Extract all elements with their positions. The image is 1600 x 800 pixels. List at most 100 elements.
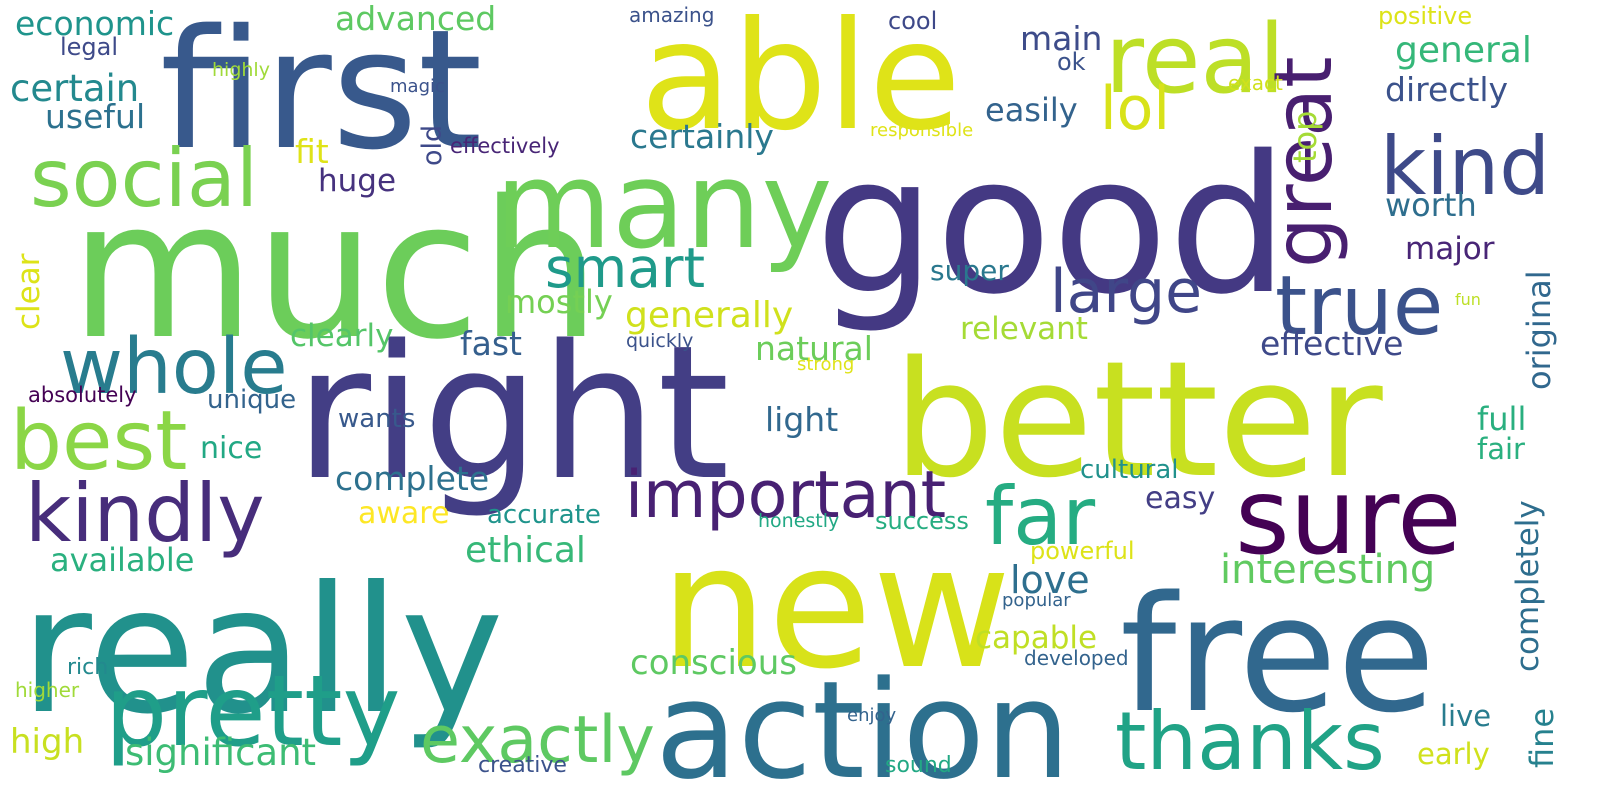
- word-important: important: [625, 457, 947, 533]
- word-natural: natural: [755, 328, 873, 368]
- word-clearly: clearly: [290, 318, 394, 355]
- word-far: far: [985, 470, 1096, 564]
- word-enjoy: enjoy: [847, 705, 897, 727]
- word-highly: highly: [212, 58, 270, 81]
- word-easy: easy: [1145, 481, 1216, 517]
- word-able: able: [640, 0, 962, 164]
- word-old: old: [417, 124, 449, 166]
- word-clear: clear: [11, 253, 48, 330]
- word-relevant: relevant: [960, 311, 1088, 348]
- word-major: major: [1405, 231, 1495, 268]
- word-fast: fast: [460, 323, 522, 363]
- word-nice: nice: [200, 431, 263, 467]
- word-kindly: kindly: [25, 467, 265, 561]
- word-absolutely: absolutely: [28, 383, 137, 408]
- word-generally: generally: [625, 294, 794, 336]
- word-huge: huge: [318, 163, 397, 200]
- word-strong: strong: [797, 354, 855, 376]
- word-complete: complete: [335, 458, 490, 498]
- word-interesting: interesting: [1220, 546, 1436, 593]
- word-powerful: powerful: [1030, 536, 1135, 565]
- word-fine: fine: [1522, 707, 1561, 768]
- word-original: original: [1519, 270, 1558, 390]
- word-popular: popular: [1002, 590, 1071, 612]
- word-effectively: effectively: [450, 134, 560, 159]
- word-honestly: honestly: [758, 509, 840, 532]
- word-true: true: [1275, 258, 1444, 354]
- word-success: success: [875, 506, 969, 535]
- word-general: general: [1395, 29, 1532, 71]
- word-fun: fun: [1455, 289, 1481, 309]
- word-directly: directly: [1385, 69, 1509, 109]
- word-effective: effective: [1260, 323, 1404, 363]
- word-fair: fair: [1477, 431, 1525, 466]
- word-new: new: [660, 508, 1012, 707]
- word-fit: fit: [295, 131, 329, 171]
- word-certain: certain: [10, 66, 140, 110]
- word-whole: whole: [60, 323, 288, 413]
- word-high: high: [10, 722, 85, 763]
- word-cool: cool: [888, 6, 938, 35]
- word-early: early: [1417, 736, 1490, 771]
- word-economic: economic: [15, 3, 175, 43]
- word-pretty: pretty: [105, 654, 401, 769]
- word-love: love: [1010, 558, 1090, 603]
- word-free: free: [1120, 561, 1436, 749]
- word-capable: capable: [975, 620, 1098, 657]
- word-thanks: thanks: [1115, 695, 1385, 789]
- word-main: main: [1020, 18, 1103, 58]
- word-action: action: [655, 652, 1071, 800]
- word-useful: useful: [45, 96, 146, 136]
- word-top: top: [1285, 110, 1324, 163]
- word-creative: creative: [478, 753, 567, 779]
- word-worth: worth: [1385, 185, 1477, 224]
- word-quickly: quickly: [626, 329, 694, 352]
- word-sound: sound: [885, 753, 952, 779]
- word-aware: aware: [358, 496, 450, 532]
- word-magic: magic: [390, 76, 445, 98]
- word-positive: positive: [1378, 1, 1473, 30]
- word-light: light: [765, 399, 839, 439]
- word-smart: smart: [545, 236, 706, 301]
- word-available: available: [50, 540, 195, 579]
- word-full: full: [1477, 399, 1527, 438]
- word-exactly: exactly: [420, 702, 655, 778]
- word-super: super: [930, 253, 1009, 287]
- word-ok: ok: [1057, 47, 1086, 76]
- word-kind: kind: [1380, 120, 1551, 214]
- word-certainly: certainly: [630, 116, 774, 156]
- word-easily: easily: [985, 90, 1078, 129]
- word-cultural: cultural: [1080, 455, 1179, 486]
- word-really: really: [20, 550, 504, 753]
- word-wants: wants: [338, 404, 416, 435]
- word-exact: exact: [1228, 70, 1283, 95]
- word-amazing: amazing: [629, 2, 715, 27]
- word-mostly: mostly: [505, 282, 613, 321]
- word-social: social: [30, 132, 259, 226]
- word-real: real: [1105, 4, 1286, 115]
- word-rich: rich: [67, 655, 109, 681]
- word-much: much: [70, 159, 601, 381]
- word-accurate: accurate: [487, 500, 601, 531]
- word-advanced: advanced: [335, 0, 497, 38]
- word-sure: sure: [1235, 456, 1462, 579]
- word-ethical: ethical: [465, 529, 586, 571]
- word-significant: significant: [125, 730, 317, 774]
- word-many: many: [495, 136, 833, 276]
- word-right: right: [295, 305, 730, 522]
- word-developed: developed: [1024, 645, 1129, 670]
- word-best: best: [10, 393, 188, 489]
- word-large: large: [1050, 257, 1203, 328]
- word-conscious: conscious: [630, 643, 797, 684]
- word-unique: unique: [207, 385, 297, 416]
- word-better: better: [893, 326, 1383, 514]
- word-first: first: [160, 0, 483, 186]
- word-completely: completely: [1510, 500, 1547, 672]
- word-responsible: responsible: [870, 120, 974, 142]
- word-lol: lol: [1100, 74, 1171, 145]
- word-higher: higher: [15, 677, 80, 702]
- word-live: live: [1440, 698, 1492, 733]
- word-legal: legal: [60, 32, 119, 61]
- word-good: good: [815, 114, 1289, 336]
